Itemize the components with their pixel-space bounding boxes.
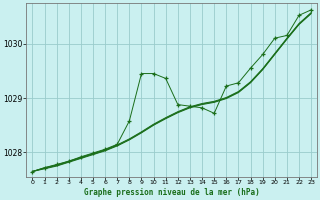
X-axis label: Graphe pression niveau de la mer (hPa): Graphe pression niveau de la mer (hPa) [84,188,260,197]
